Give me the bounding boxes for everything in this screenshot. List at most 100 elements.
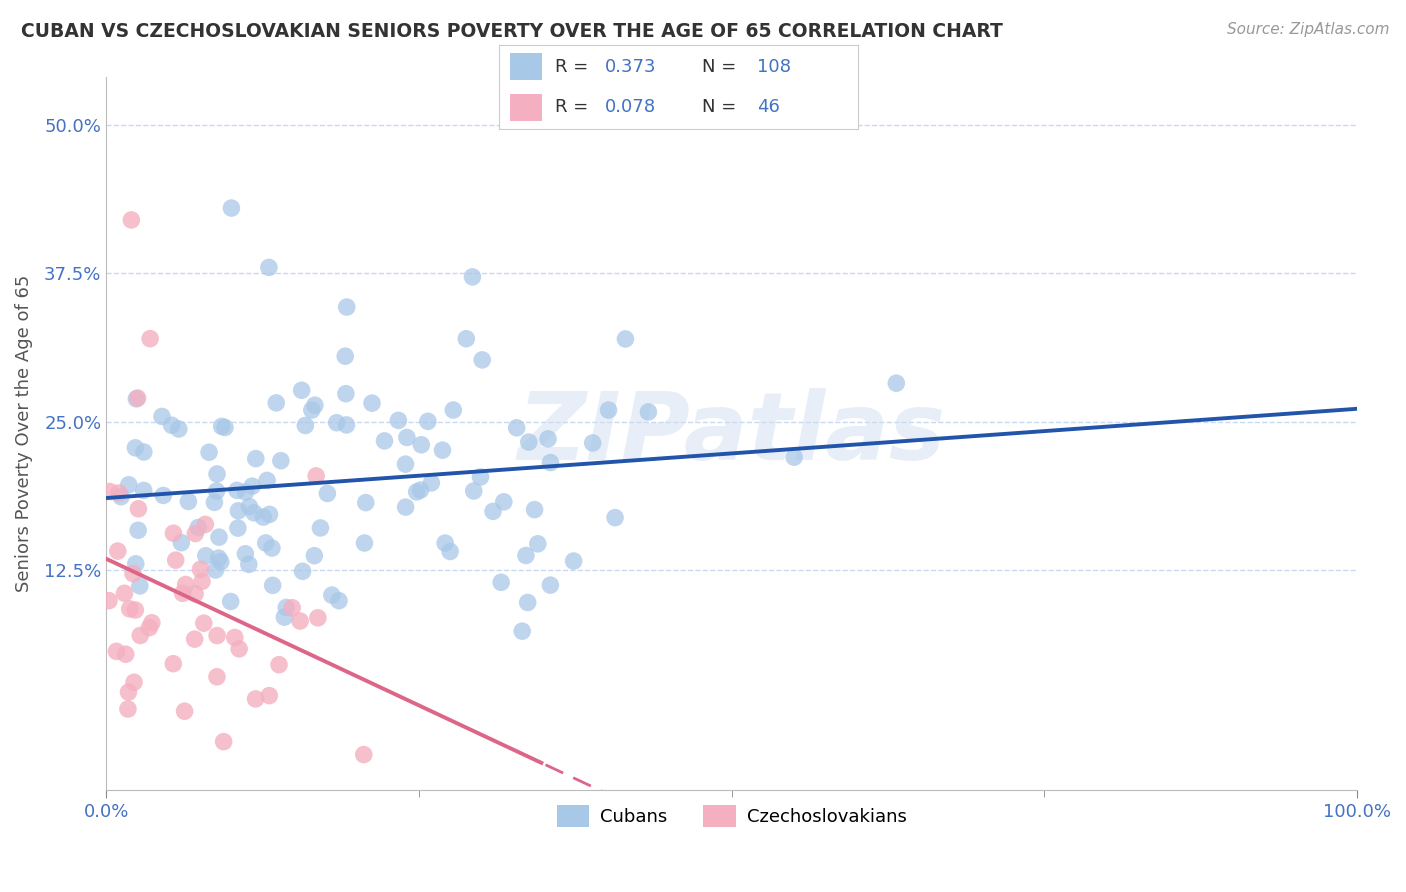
Point (205, 483, 228, 498)
Point (212, 734, 235, 748)
Point (170, 535, 193, 549)
Point (353, 536, 375, 550)
Point (214, 420, 236, 434)
Point (114, 586, 136, 600)
Point (190, 562, 212, 576)
Point (884, 376, 907, 391)
Point (132, 445, 155, 459)
Point (252, 510, 274, 524)
Point (538, 578, 561, 592)
Point (208, 530, 231, 544)
Point (174, 577, 197, 591)
Point (238, 558, 260, 572)
Point (235, 547, 257, 561)
Bar (510, 54, 543, 80)
Point (224, 631, 246, 645)
Bar (510, 94, 543, 120)
Point (152, 488, 174, 502)
Text: Source: ZipAtlas.com: Source: ZipAtlas.com (1226, 22, 1389, 37)
Point (305, 469, 328, 483)
Point (281, 600, 304, 615)
Point (165, 553, 187, 567)
Point (205, 629, 228, 643)
Point (187, 520, 209, 534)
Point (614, 332, 637, 346)
Point (273, 610, 295, 624)
Point (470, 470, 492, 484)
Point (204, 495, 226, 509)
Point (124, 603, 146, 617)
Point (228, 504, 250, 518)
Point (160, 418, 183, 433)
Point (515, 549, 537, 563)
Point (207, 551, 229, 566)
Point (257, 260, 280, 275)
Point (177, 494, 200, 508)
Point (127, 391, 149, 405)
Point (211, 419, 233, 434)
Point (150, 409, 173, 424)
Point (463, 483, 485, 498)
Point (517, 435, 540, 450)
Point (420, 475, 443, 490)
Point (291, 564, 314, 578)
Point (325, 416, 347, 430)
Point (562, 554, 585, 568)
Point (492, 495, 515, 509)
Point (194, 549, 217, 563)
Text: 0.373: 0.373 (605, 58, 657, 76)
Point (117, 685, 139, 699)
Legend: Cubans, Czechoslovakians: Cubans, Czechoslovakians (550, 797, 914, 834)
Text: ZIPatlas: ZIPatlas (517, 388, 946, 480)
Point (122, 566, 145, 581)
Point (335, 417, 357, 432)
Point (354, 495, 377, 509)
Point (353, 747, 375, 762)
Point (527, 537, 550, 551)
Point (387, 413, 409, 427)
Point (194, 517, 217, 532)
Point (505, 421, 527, 435)
Point (598, 403, 620, 417)
Y-axis label: Seniors Poverty Over the Age of 65: Seniors Poverty Over the Age of 65 (15, 275, 32, 592)
Point (304, 398, 326, 412)
Point (205, 670, 228, 684)
Point (288, 614, 311, 628)
Point (540, 456, 562, 470)
Point (439, 544, 461, 558)
Point (127, 523, 149, 537)
Point (336, 300, 359, 314)
Point (191, 574, 214, 589)
Point (172, 586, 194, 600)
Point (118, 477, 141, 491)
Point (125, 392, 148, 406)
Point (301, 403, 323, 417)
Point (235, 485, 257, 500)
Point (637, 405, 659, 419)
Point (309, 521, 332, 535)
Point (373, 434, 395, 448)
Point (523, 502, 546, 516)
Point (240, 479, 263, 493)
Point (489, 575, 512, 590)
Point (260, 541, 283, 555)
Point (461, 269, 484, 284)
Point (173, 704, 195, 718)
Point (276, 600, 298, 615)
Point (128, 579, 150, 593)
Point (409, 483, 432, 497)
Point (132, 483, 155, 498)
Point (471, 352, 494, 367)
Point (110, 490, 132, 504)
Point (221, 201, 243, 215)
Point (270, 453, 292, 467)
Text: 108: 108 (758, 58, 792, 76)
Point (205, 467, 228, 481)
Point (129, 628, 152, 642)
Point (245, 451, 267, 466)
Point (259, 689, 281, 703)
Point (783, 450, 806, 465)
Point (107, 544, 129, 558)
Point (183, 632, 205, 647)
Point (184, 587, 207, 601)
